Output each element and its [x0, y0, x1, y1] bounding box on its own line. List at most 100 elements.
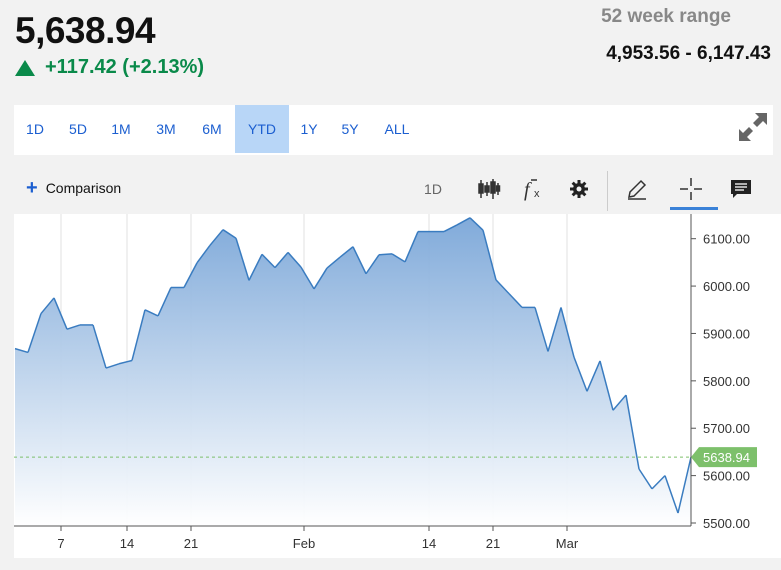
price-segment — [638, 468, 653, 490]
y-tick-label: 5700.00 — [703, 421, 750, 436]
price-segment — [560, 307, 575, 358]
price-segment — [144, 309, 159, 317]
chart-toolbar: + Comparison 1D f x — [14, 167, 773, 213]
price-segment — [456, 217, 471, 226]
y-tick-label: 5900.00 — [703, 326, 750, 341]
last-price-tag-shape — [691, 447, 757, 468]
period-all[interactable]: ALL — [384, 121, 410, 137]
function-icon[interactable]: f x — [519, 174, 549, 204]
price-points — [14, 217, 692, 514]
price-segment — [66, 324, 81, 330]
period-selector: 1D 5D 1M 3M 6M YTD 1Y 5Y ALL — [14, 105, 773, 155]
price-segment — [209, 229, 224, 246]
price-segment — [105, 363, 120, 369]
x-tick-label: 21 — [486, 536, 500, 551]
price-segment — [300, 266, 315, 290]
price-segment — [53, 297, 68, 330]
crosshair-icon[interactable] — [676, 174, 706, 204]
price-segment — [157, 287, 172, 317]
up-arrow-icon — [15, 59, 35, 76]
svg-text:x: x — [534, 188, 540, 200]
candlestick-icon[interactable] — [474, 174, 504, 204]
y-tick-label: 5500.00 — [703, 516, 750, 531]
price-segment — [118, 359, 133, 365]
toolbar-divider — [607, 171, 608, 211]
plus-icon: + — [26, 177, 38, 199]
x-tick-label: 21 — [184, 536, 198, 551]
period-ytd[interactable]: YTD — [235, 105, 289, 153]
price-segment — [14, 347, 29, 354]
price-segment — [92, 324, 107, 369]
price-segment — [573, 356, 588, 392]
y-axis-ticks: 6100.00 6000.00 5900.00 5800.00 5700.00 5600.… — [691, 232, 750, 531]
price-segment — [40, 297, 55, 315]
x-tick-label: Feb — [293, 536, 315, 551]
price-change: +117.42 (+2.13%) — [15, 56, 204, 79]
svg-text:f: f — [524, 179, 532, 201]
price-segment — [313, 267, 328, 290]
range-label: 52 week range — [601, 6, 731, 27]
price-segment — [677, 456, 692, 514]
price-chart[interactable]: 6100.00 6000.00 5900.00 5800.00 5700.00 5600.… — [14, 214, 781, 558]
x-axis-ticks: 7 14 21 Feb 14 21 Mar — [57, 526, 579, 551]
price-segment — [274, 251, 289, 269]
last-price-label: 5638.94 — [703, 450, 750, 465]
price-segment — [547, 307, 562, 352]
last-price-tag: 5638.94 — [691, 447, 757, 468]
price-value: 5,638.94 — [15, 10, 156, 51]
price-segment — [326, 256, 341, 269]
price-segment — [391, 253, 406, 263]
price-segment — [599, 360, 614, 411]
price-segment — [352, 246, 367, 275]
comment-icon[interactable] — [726, 174, 756, 204]
price-segment — [131, 309, 146, 361]
price-segment — [196, 244, 211, 264]
price-segment — [495, 279, 510, 295]
price-segment — [469, 217, 484, 231]
x-tick-label: Mar — [556, 536, 579, 551]
active-tool-indicator — [670, 207, 718, 210]
price-segment — [612, 394, 627, 411]
price-segment — [27, 313, 42, 353]
y-tick-label: 5600.00 — [703, 469, 750, 484]
price-segment — [664, 475, 679, 514]
period-6m[interactable]: 6M — [202, 121, 222, 137]
interval-button[interactable]: 1D — [424, 181, 442, 197]
price-segment — [482, 229, 497, 281]
price-segment — [222, 229, 237, 239]
period-5y[interactable]: 5Y — [341, 121, 359, 137]
price-segment — [508, 293, 523, 308]
price-segment — [404, 231, 419, 263]
pencil-icon[interactable] — [622, 174, 652, 204]
price-segment — [183, 262, 198, 288]
price-segment — [625, 394, 640, 470]
period-1y[interactable]: 1Y — [300, 121, 318, 137]
price-segment — [287, 251, 302, 268]
price-segment — [651, 475, 666, 490]
period-1m[interactable]: 1M — [111, 121, 131, 137]
period-5d[interactable]: 5D — [69, 121, 87, 137]
price-segment — [443, 224, 458, 233]
period-1d[interactable]: 1D — [26, 121, 44, 137]
price-segment — [365, 254, 380, 275]
x-tick-label: 7 — [57, 536, 64, 551]
price-segment — [339, 246, 354, 258]
price-change-text: +117.42 (+2.13%) — [45, 56, 205, 78]
y-tick-label: 6000.00 — [703, 279, 750, 294]
expand-icon[interactable] — [735, 109, 771, 145]
range-value: 4,953.56 - 6,147.43 — [606, 43, 771, 64]
x-tick-label: 14 — [120, 536, 134, 551]
price-area-fill — [15, 217, 691, 527]
y-tick-label: 6100.00 — [703, 232, 750, 247]
comparison-button[interactable]: + Comparison — [26, 177, 122, 199]
period-3m[interactable]: 3M — [156, 121, 176, 137]
price-segment — [248, 253, 263, 281]
comparison-label: Comparison — [45, 180, 122, 196]
price-segment — [586, 360, 601, 392]
x-tick-label: 14 — [422, 536, 436, 551]
price-segment — [261, 253, 276, 269]
y-tick-label: 5800.00 — [703, 374, 750, 389]
price-segment — [534, 307, 549, 352]
settings-gear-icon[interactable] — [564, 174, 594, 204]
price-segment — [378, 253, 393, 256]
